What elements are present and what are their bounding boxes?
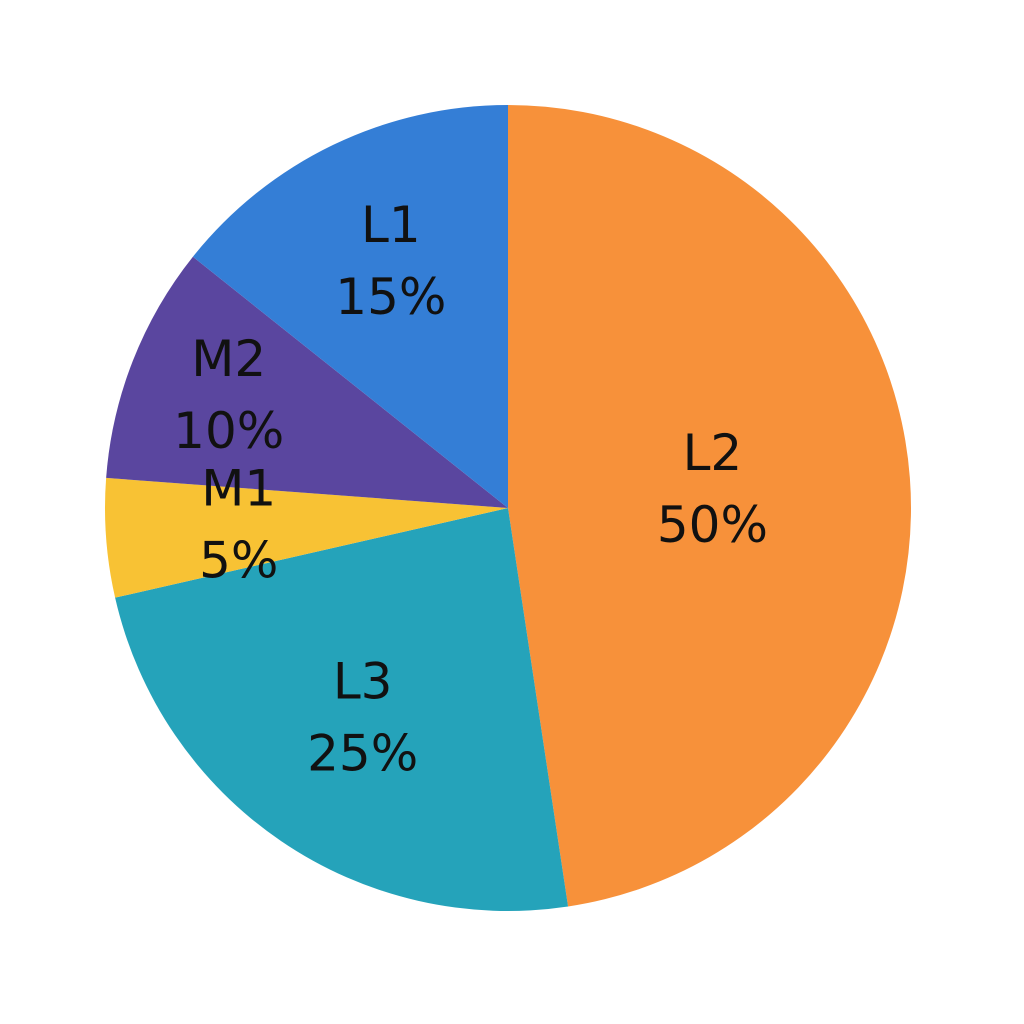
slice-name-label: L3 xyxy=(333,653,393,711)
slice-value-label: 10% xyxy=(173,402,284,460)
slice-name-label: M2 xyxy=(191,330,266,388)
slice-value-label: 5% xyxy=(199,532,278,590)
slice-value-label: 15% xyxy=(335,268,446,326)
pie-slices xyxy=(104,105,911,912)
pie-slice-m1 xyxy=(104,477,508,598)
pie-labels: L2 50% L3 25% M1 5% M2 10% L1 15% xyxy=(173,196,768,782)
slice-name-label: L2 xyxy=(683,424,743,482)
pie-slice-l3 xyxy=(115,508,569,912)
pie-slice-m2 xyxy=(106,256,509,508)
pie-slice-l2 xyxy=(508,105,911,907)
slice-value-label: 50% xyxy=(657,496,768,554)
slice-value-label: 25% xyxy=(307,725,418,783)
slice-name-label: M1 xyxy=(201,460,276,518)
pie-slice-l1 xyxy=(192,105,508,508)
slice-name-label: L1 xyxy=(361,196,421,254)
